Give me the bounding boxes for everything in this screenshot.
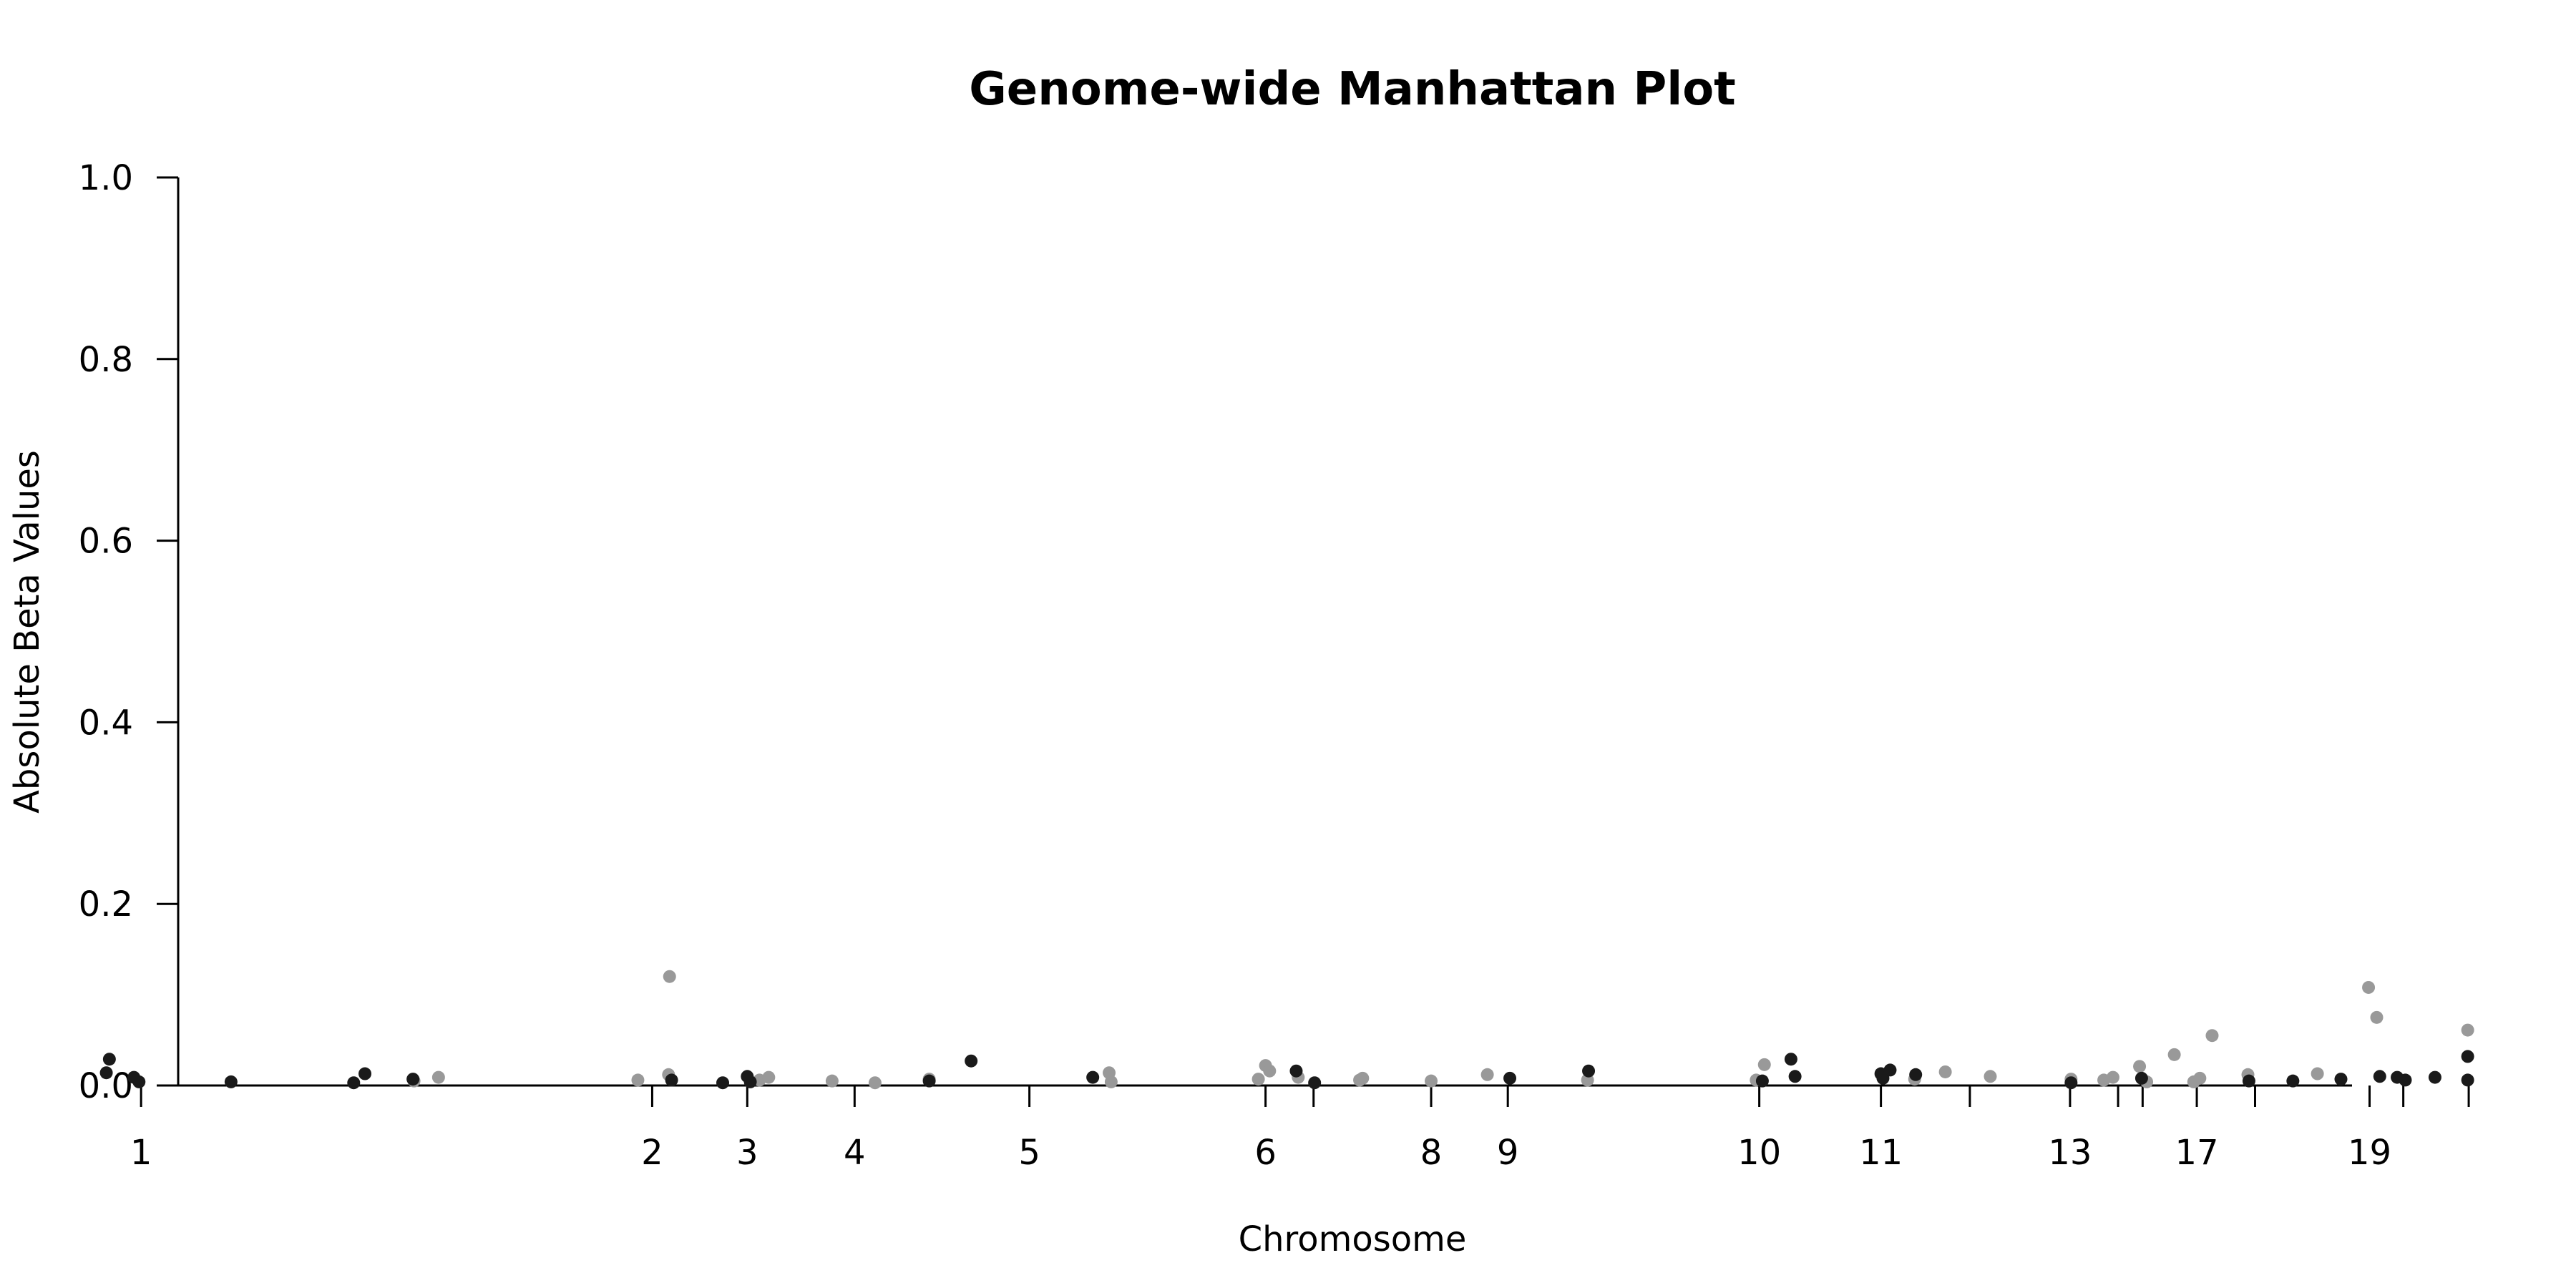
x-tick-label: 2 xyxy=(641,1133,663,1173)
y-tick-label: 0.2 xyxy=(79,884,133,924)
data-point xyxy=(868,1076,882,1090)
data-point xyxy=(1784,1053,1797,1066)
data-point xyxy=(2373,1070,2386,1083)
data-point xyxy=(102,1053,116,1066)
x-tick-label: 3 xyxy=(736,1133,758,1173)
data-point xyxy=(2461,1023,2474,1037)
data-point xyxy=(1755,1074,1769,1088)
data-point xyxy=(743,1075,757,1088)
data-point xyxy=(431,1070,445,1084)
data-point xyxy=(1757,1058,1771,1071)
data-point xyxy=(2461,1050,2474,1063)
data-point xyxy=(2399,1073,2412,1087)
data-point xyxy=(762,1070,776,1084)
data-point xyxy=(2064,1076,2078,1090)
data-point xyxy=(663,970,676,983)
data-point xyxy=(965,1054,978,1068)
data-points xyxy=(99,970,2474,1090)
x-tick-label: 11 xyxy=(1859,1133,1903,1173)
y-tick-label: 0.8 xyxy=(79,340,133,380)
x-tick-label: 13 xyxy=(2048,1133,2092,1173)
x-tick-label: 4 xyxy=(844,1133,866,1173)
data-point xyxy=(2242,1074,2255,1088)
data-point xyxy=(1356,1071,1370,1085)
data-point xyxy=(1289,1064,1303,1078)
data-point xyxy=(132,1075,146,1088)
x-tick-label: 1 xyxy=(130,1133,152,1173)
data-point xyxy=(665,1073,678,1087)
data-point xyxy=(2362,980,2376,994)
x-tick-label: 8 xyxy=(1420,1133,1443,1173)
y-axis-title: Absolute Beta Values xyxy=(7,450,47,814)
data-point xyxy=(2205,1029,2219,1043)
x-tick-label: 5 xyxy=(1018,1133,1040,1173)
chart-title: Genome-wide Manhattan Plot xyxy=(969,63,1736,116)
data-point xyxy=(631,1073,645,1087)
y-tick-label: 0.4 xyxy=(79,703,133,743)
data-point xyxy=(224,1075,238,1088)
data-point xyxy=(358,1067,372,1080)
x-axis: 1 2 3 4 5 6 8 9 10 11 13 17 19 xyxy=(130,1084,2470,1173)
data-point xyxy=(1252,1073,1265,1086)
data-point xyxy=(2461,1073,2474,1087)
x-axis-title: Chromosome xyxy=(1239,1219,1467,1259)
data-point xyxy=(99,1066,113,1080)
data-point xyxy=(1503,1071,1517,1085)
data-point xyxy=(1984,1070,1997,1083)
data-point xyxy=(1788,1070,1802,1083)
data-point xyxy=(2311,1067,2324,1080)
data-point xyxy=(2428,1070,2441,1084)
data-point xyxy=(1308,1076,1322,1090)
data-point xyxy=(1582,1064,1596,1078)
data-point xyxy=(1909,1068,1923,1081)
data-point xyxy=(2286,1074,2300,1088)
x-tick-label: 6 xyxy=(1254,1133,1277,1173)
data-point xyxy=(2370,1010,2384,1024)
data-point xyxy=(2334,1073,2348,1086)
data-point xyxy=(1263,1064,1277,1078)
data-point xyxy=(2167,1048,2181,1061)
data-point xyxy=(716,1076,730,1090)
data-point xyxy=(2106,1070,2119,1084)
data-point xyxy=(2133,1060,2147,1073)
data-point xyxy=(1938,1065,1952,1078)
data-point xyxy=(1883,1063,1897,1077)
x-tick-label: 10 xyxy=(1737,1133,1781,1173)
data-point xyxy=(825,1074,839,1088)
y-tick-label: 1.0 xyxy=(79,158,133,198)
data-point xyxy=(1086,1070,1100,1084)
data-point xyxy=(347,1076,361,1090)
data-point xyxy=(922,1074,936,1088)
y-axis: 0.00.20.40.60.81.0 xyxy=(79,158,180,1106)
data-point xyxy=(1104,1075,1118,1088)
x-tick-label: 9 xyxy=(1497,1133,1519,1173)
x-tick-label: 19 xyxy=(2348,1133,2391,1173)
data-point xyxy=(1425,1074,1438,1088)
data-point xyxy=(1480,1068,1494,1081)
y-tick-label: 0.6 xyxy=(79,522,133,562)
x-tick-label: 17 xyxy=(2175,1133,2219,1173)
data-point xyxy=(2193,1071,2207,1085)
data-point xyxy=(406,1073,420,1086)
data-point xyxy=(2135,1071,2148,1085)
